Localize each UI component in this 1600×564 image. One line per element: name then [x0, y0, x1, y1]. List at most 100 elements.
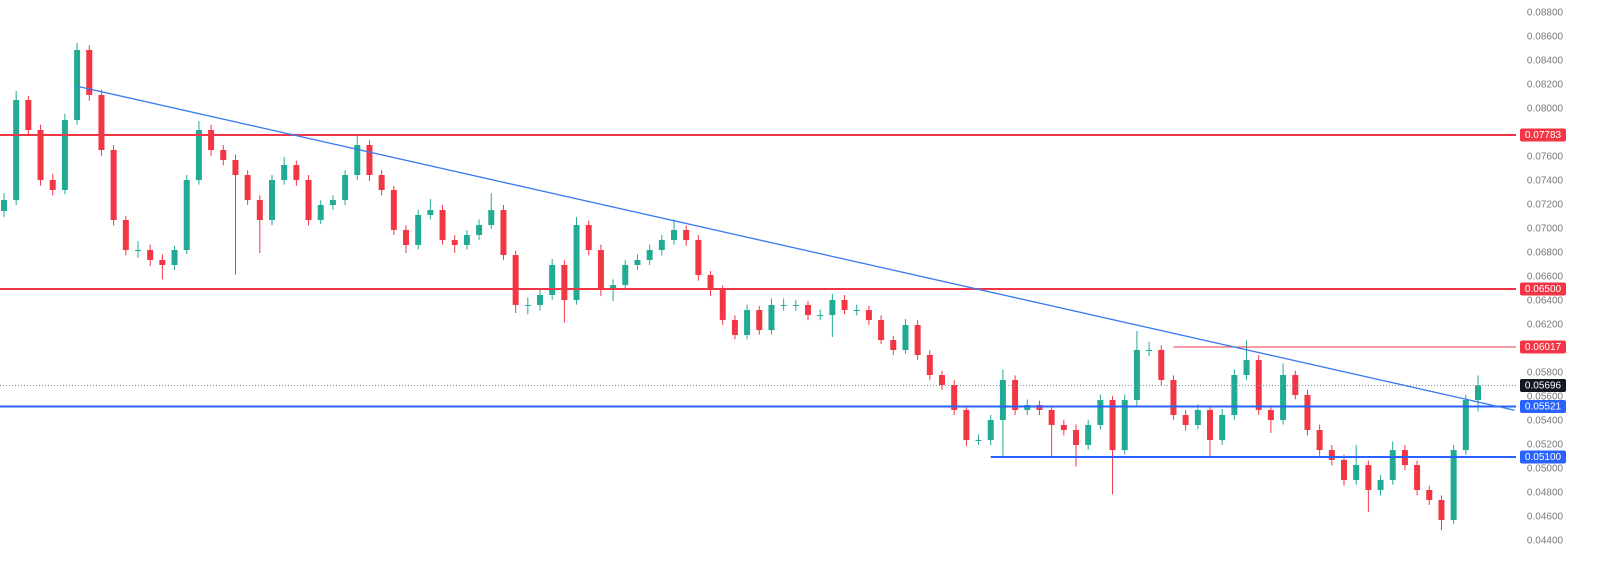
candle-body: [329, 199, 336, 205]
candle-body: [707, 274, 714, 290]
candle-body: [403, 229, 409, 245]
candle-body: [488, 210, 495, 226]
candle-body: [1194, 409, 1201, 425]
y-tick-label: 0.08800: [1527, 8, 1564, 19]
candle-body: [914, 325, 921, 355]
candle-body: [1121, 400, 1128, 451]
candle-body: [1426, 490, 1433, 500]
candle-body: [1280, 375, 1287, 421]
candle-body: [1353, 465, 1360, 481]
candle-body: [1475, 385, 1481, 400]
candle-body: [439, 210, 446, 241]
y-tick-label: 0.08600: [1527, 32, 1564, 43]
candle-body: [366, 145, 373, 175]
candle-body: [1219, 415, 1226, 440]
candle-body: [878, 319, 885, 340]
candle-body: [1304, 394, 1311, 430]
candle-body: [183, 180, 190, 250]
y-tick-label: 0.07000: [1527, 224, 1564, 235]
candle-body: [1389, 450, 1396, 481]
y-tick-label: 0.05200: [1527, 440, 1564, 451]
candle-body: [37, 130, 44, 181]
candle-body: [951, 385, 958, 410]
price-label-box: [1520, 399, 1566, 413]
candle-body: [1158, 349, 1165, 380]
price-label-box: [1520, 378, 1566, 392]
candle-body: [1438, 499, 1445, 520]
candle-body: [220, 150, 227, 160]
candle-body: [427, 210, 434, 215]
candle-body: [719, 289, 726, 320]
price-label: 0.07783: [1525, 130, 1562, 141]
candle-body: [1292, 375, 1299, 395]
candle-body: [74, 49, 81, 121]
candle-body: [378, 175, 385, 190]
price-label-box: [1520, 128, 1566, 142]
candle-body: [756, 310, 763, 331]
candle-body: [829, 300, 836, 316]
candle-body: [1255, 360, 1262, 410]
candle-body: [537, 295, 543, 305]
candle-body: [1036, 405, 1043, 410]
candle-body: [342, 175, 349, 200]
y-tick-label: 0.06600: [1527, 272, 1564, 283]
candle-body: [1097, 400, 1104, 425]
candle-body: [1207, 409, 1213, 440]
candle-body: [1109, 400, 1116, 451]
y-tick-label: 0.07600: [1527, 152, 1564, 163]
price-label: 0.05521: [1525, 402, 1562, 413]
candle-body: [451, 240, 458, 245]
candle-body: [634, 259, 641, 265]
candle-body: [999, 379, 1006, 421]
candle-body: [695, 240, 702, 275]
candle-body: [646, 250, 653, 260]
y-tick-label: 0.08400: [1527, 56, 1564, 67]
candle-body: [792, 304, 799, 306]
candle-body: [1414, 465, 1421, 490]
candle-body: [1267, 409, 1274, 421]
candle-body: [159, 259, 166, 265]
candle-body: [939, 375, 945, 385]
y-tick-label: 0.06400: [1527, 296, 1564, 307]
candle-body: [853, 310, 860, 311]
candle-body: [1073, 430, 1079, 445]
candle-body: [585, 225, 592, 250]
candle-body: [1365, 465, 1372, 490]
candle-body: [805, 304, 811, 316]
candle-body: [86, 49, 93, 95]
candle-body: [390, 190, 397, 230]
price-label-box: [1520, 450, 1566, 464]
candle-body: [524, 304, 531, 306]
candle-body: [597, 250, 604, 290]
candle-body: [122, 220, 129, 250]
candle-body: [926, 355, 933, 376]
candle-body: [1462, 400, 1469, 451]
price-label: 0.06017: [1525, 342, 1562, 353]
y-tick-label: 0.08200: [1527, 80, 1564, 91]
candle-body: [354, 145, 361, 175]
candle-body: [415, 214, 422, 245]
candle-body: [171, 250, 178, 265]
price-label-box: [1520, 340, 1566, 354]
candle-body: [1085, 424, 1092, 445]
y-tick-label: 0.05000: [1527, 464, 1564, 475]
y-tick-label: 0.05600: [1527, 392, 1564, 403]
y-tick-label: 0.04800: [1527, 488, 1564, 499]
y-tick-label: 0.07200: [1527, 200, 1564, 211]
candle-body: [512, 255, 519, 305]
candle-body: [269, 180, 275, 220]
candle-body: [500, 210, 507, 256]
candle-body: [865, 310, 872, 320]
candle-body: [13, 100, 20, 200]
candle-body: [208, 130, 215, 151]
candle-body: [1341, 460, 1347, 481]
candle-body: [476, 225, 483, 235]
candle-body: [61, 120, 68, 190]
candle-body: [244, 175, 251, 200]
price-label: 0.05100: [1525, 452, 1562, 463]
y-tick-label: 0.05800: [1527, 368, 1564, 379]
candle-body: [890, 340, 897, 350]
y-tick-label: 0.06800: [1527, 248, 1564, 259]
candle-body: [768, 304, 775, 331]
candle-body: [1170, 379, 1177, 415]
